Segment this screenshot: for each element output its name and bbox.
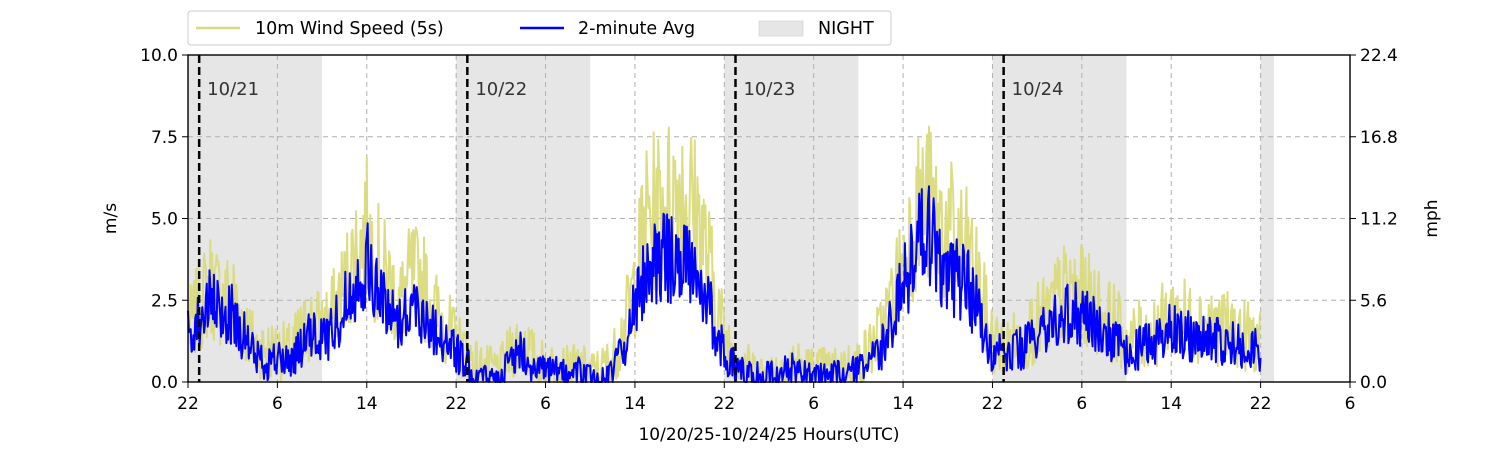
x-tick-label-5: 14 — [624, 394, 646, 414]
legend-swatch-night — [758, 20, 804, 37]
y-axis-left-label: m/s — [101, 203, 121, 234]
x-tick-label-1: 6 — [272, 394, 283, 414]
legend-label-wind-speed: 10m Wind Speed (5s) — [255, 19, 444, 39]
y-right-tick-label-0: 0.0 — [1360, 373, 1387, 393]
y-left-tick-label-3: 7.5 — [151, 128, 178, 148]
legend: 10m Wind Speed (5s) 2-minute Avg NIGHT — [187, 10, 892, 46]
y-left-tick-label-1: 2.5 — [151, 291, 178, 311]
date-markers-layer: 10/21 10/22 10/23 10/24 — [197, 55, 1064, 382]
x-tick-label-4: 6 — [540, 394, 551, 414]
y-left-tick-label-4: 10.0 — [140, 46, 178, 66]
date-marker-label-2: 10/23 — [743, 79, 795, 100]
x-axis-label: 10/20/25-10/24/25 Hours(UTC) — [638, 425, 899, 445]
series-layer — [187, 125, 1262, 383]
legend-label-2min-avg: 2-minute Avg — [578, 19, 695, 39]
x-tick-label-9: 22 — [982, 394, 1004, 414]
series-line-1 — [187, 185, 1262, 383]
y-left-tick-label-2: 5.0 — [151, 210, 178, 230]
y-right-tick-label-3: 16.8 — [1360, 128, 1398, 148]
x-tick-label-3: 22 — [445, 394, 467, 414]
y-right-tick-label-4: 22.4 — [1360, 46, 1398, 66]
x-tick-label-0: 22 — [177, 394, 199, 414]
date-marker-label-0: 10/21 — [207, 79, 259, 100]
date-marker-label-3: 10/24 — [1012, 79, 1064, 100]
y-axis-right-label: mph — [1422, 199, 1442, 237]
date-marker-label-1: 10/22 — [475, 79, 527, 100]
x-tick-label-6: 22 — [713, 394, 735, 414]
x-tick-label-11: 14 — [1160, 394, 1182, 414]
x-tick-label-10: 6 — [1076, 394, 1087, 414]
y-right-tick-label-2: 11.2 — [1360, 210, 1398, 230]
x-tick-label-13: 6 — [1345, 394, 1356, 414]
axes-layer: 22 6 14 22 6 14 22 6 14 22 6 14 22 60.02.55.07.510.00… — [140, 46, 1398, 414]
x-tick-label-12: 22 — [1250, 394, 1272, 414]
y-right-tick-label-1: 5.6 — [1360, 291, 1387, 311]
legend-label-night: NIGHT — [818, 19, 874, 39]
x-tick-label-2: 14 — [356, 394, 378, 414]
x-tick-label-7: 6 — [808, 394, 819, 414]
y-left-tick-label-0: 0.0 — [151, 373, 178, 393]
x-tick-label-8: 14 — [892, 394, 914, 414]
